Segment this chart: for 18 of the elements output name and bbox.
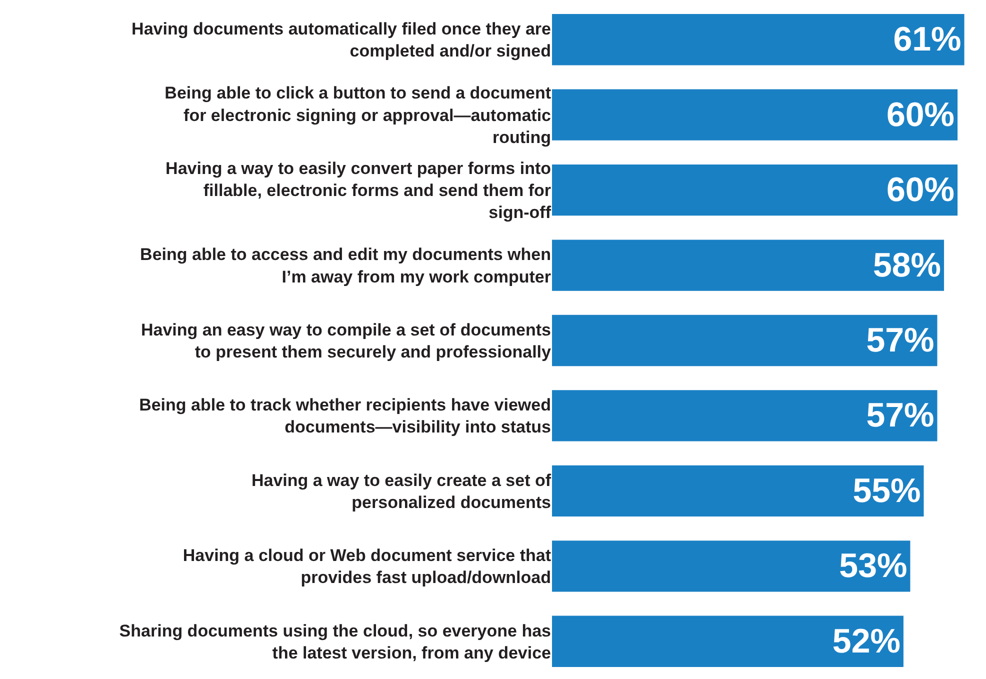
data-label: 60% <box>886 171 955 210</box>
y-tick-label: Being able to access and edit my documents when I’m away from my work computer <box>140 245 552 286</box>
y-tick-label: Sharing documents using the cloud, so everyone has the latest version, from any device <box>119 621 551 662</box>
y-tick-label: Having a way to easily convert paper forms into fillable, electronic forms and send them for sign-off <box>166 158 552 222</box>
y-tick-label: Having an easy way to compile a set of documents to present them securely and professionally <box>140 320 552 362</box>
data-label: 60% <box>886 96 955 134</box>
y-tick-label: Being able to track whether recipients have viewed documents—visibility into status <box>139 396 551 437</box>
data-label: 57% <box>866 396 934 435</box>
y-tick-label: Having a way to easily create a set of personalized documents <box>251 470 552 512</box>
y-tick-label: Having documents automatically filed once they are completed and/or signed <box>132 20 551 61</box>
data-label: 53% <box>839 547 908 586</box>
data-label: 52% <box>832 622 900 660</box>
data-label: 55% <box>852 472 921 510</box>
data-label: 58% <box>872 246 942 284</box>
y-tick-label: Being able to click a button to send a document for electronic signing or approval—automatic routing <box>164 84 552 147</box>
y-tick-label: Having a cloud or Web document service that provides fast upload/download <box>182 546 552 588</box>
data-label: 61% <box>893 20 962 59</box>
data-label: 57% <box>866 322 934 360</box>
